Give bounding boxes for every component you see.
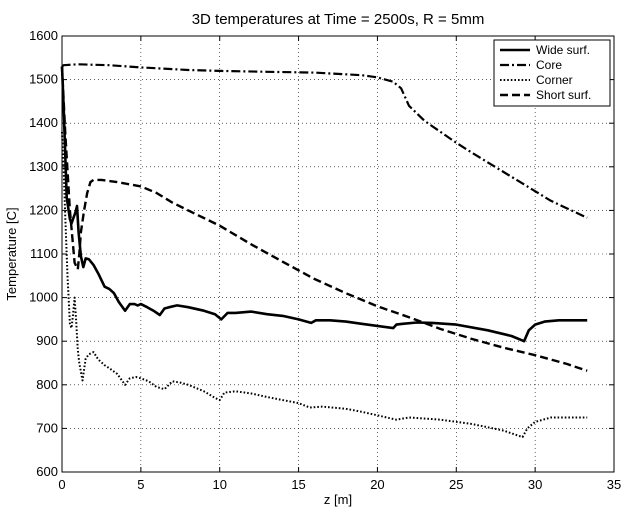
- legend-label: Core: [536, 58, 562, 72]
- y-tick-label: 1400: [29, 115, 58, 130]
- y-tick-label: 1000: [29, 290, 58, 305]
- x-tick-label: 10: [212, 477, 226, 492]
- x-tick-label: 25: [449, 477, 463, 492]
- x-tick-label: 30: [528, 477, 542, 492]
- x-tick-label: 15: [291, 477, 305, 492]
- x-axis-label: z [m]: [324, 492, 352, 507]
- y-tick-label: 1300: [29, 159, 58, 174]
- x-tick-label: 0: [58, 477, 65, 492]
- x-tick-label: 20: [370, 477, 384, 492]
- legend-label: Wide surf.: [536, 43, 590, 57]
- y-tick-label: 1500: [29, 72, 58, 87]
- ticks: 0 5 10 15 20 25 30 35 600 700 800 900 1000 1100 1200 13…: [29, 28, 621, 492]
- series-line-core: [61, 63, 588, 219]
- y-tick-label: 1200: [29, 202, 58, 217]
- y-tick-label: 800: [36, 377, 58, 392]
- series-line-wide-surf: [60, 66, 588, 343]
- y-axis-label: Temperature [C]: [4, 207, 19, 300]
- legend-label: Short surf.: [536, 88, 591, 102]
- series-line-short-surf: [60, 66, 588, 372]
- y-tick-label: 1100: [30, 246, 58, 261]
- x-tick-label: 5: [137, 477, 144, 492]
- y-tick-label: 700: [36, 420, 58, 435]
- y-tick-label: 600: [36, 464, 58, 479]
- series-line-corner: [61, 131, 588, 439]
- legend-label: Corner: [536, 73, 573, 87]
- series-group: [60, 63, 588, 439]
- y-tick-label: 1600: [29, 28, 58, 43]
- x-tick-label: 35: [607, 477, 621, 492]
- y-tick-label: 900: [36, 333, 58, 348]
- chart-title: 3D temperatures at Time = 2500s, R = 5mm: [192, 11, 485, 28]
